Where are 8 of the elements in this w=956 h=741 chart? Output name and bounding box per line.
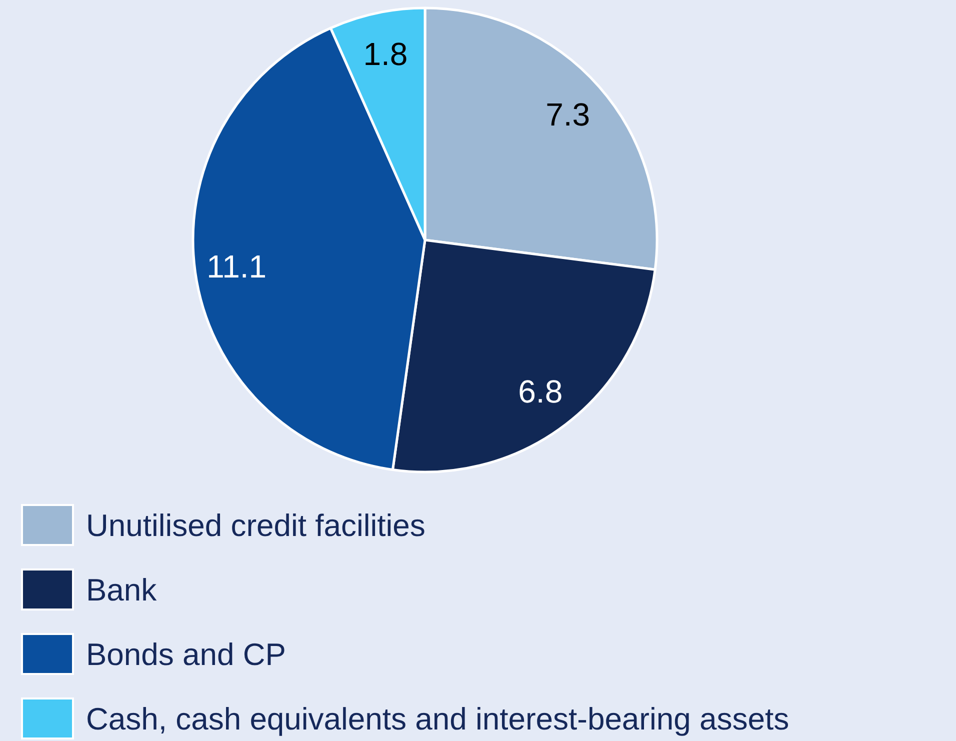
- legend-label: Cash, cash equivalents and interest-bearing assets: [86, 701, 790, 736]
- legend-label: Bonds and CP: [86, 636, 286, 672]
- legend-label: Unutilised credit facilities: [86, 508, 426, 543]
- data-label: 1.8: [363, 36, 408, 72]
- data-label: 11.1: [206, 248, 267, 285]
- data-label: 7.3: [546, 96, 590, 133]
- data-label: 6.8: [518, 373, 563, 410]
- legend-label: Bank: [86, 572, 158, 608]
